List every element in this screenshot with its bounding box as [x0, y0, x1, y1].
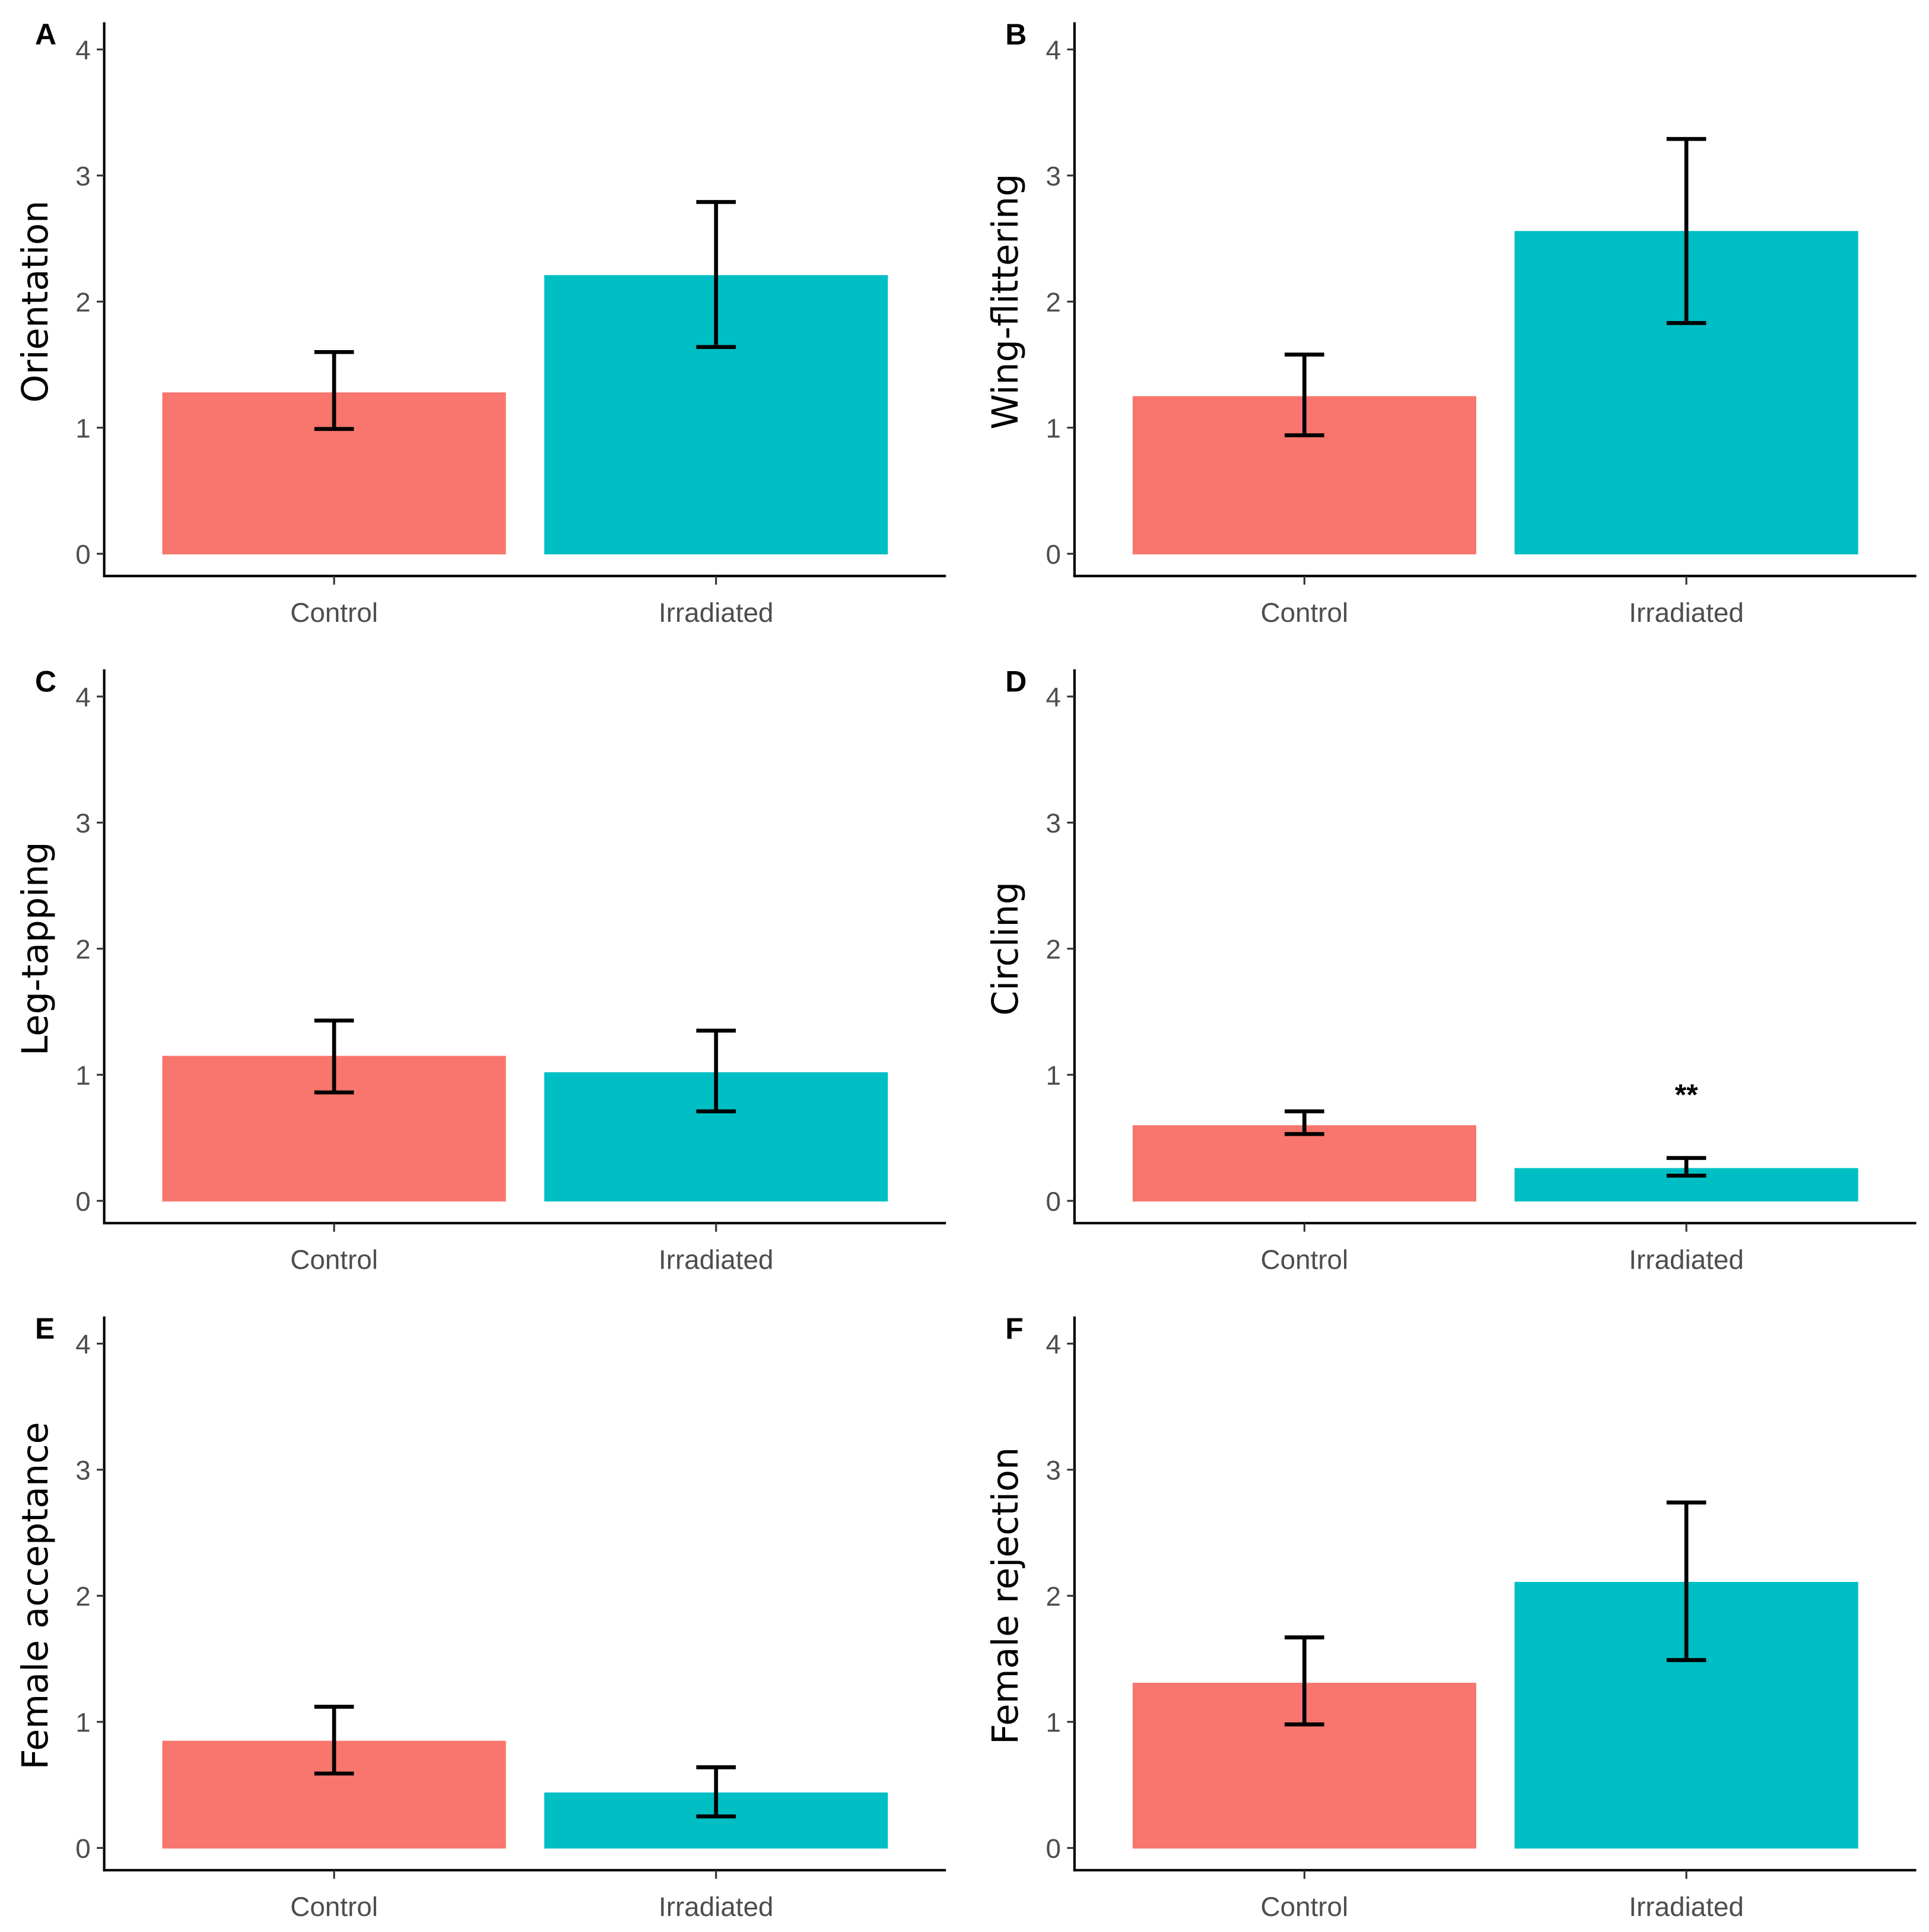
y-axis-title: Female acceptance — [15, 1422, 56, 1769]
y-tick-label: 4 — [75, 1329, 90, 1359]
x-tick-label: Control — [1261, 1244, 1349, 1275]
x-tick-label: Control — [1261, 598, 1349, 628]
error-bar-irradiated — [1666, 1156, 1706, 1178]
y-tick-label: 0 — [1046, 539, 1061, 570]
y-tick-label: 2 — [75, 1581, 90, 1612]
x-tick-label: Control — [290, 1892, 378, 1922]
y-tick-label: 1 — [75, 1060, 90, 1091]
x-tick-label: Control — [1261, 1892, 1349, 1922]
panel-label: D — [1005, 665, 1027, 698]
y-tick-label: 0 — [1046, 1186, 1061, 1216]
y-tick-label: 0 — [75, 1834, 90, 1864]
error-bar-irradiated — [1666, 1500, 1706, 1663]
y-axis-title: Orientation — [15, 201, 56, 403]
y-tick-label: 3 — [1046, 1456, 1061, 1486]
y-tick-label: 2 — [1046, 1581, 1061, 1612]
y-tick-label: 1 — [1046, 1060, 1061, 1091]
y-tick-label: 3 — [75, 1456, 90, 1486]
y-tick-label: 1 — [1046, 413, 1061, 443]
error-bar-irradiated — [696, 1028, 736, 1114]
panel-label: C — [35, 665, 56, 698]
y-tick-label: 1 — [1046, 1708, 1061, 1738]
panel-label: A — [35, 18, 56, 51]
panel-label: E — [35, 1312, 55, 1345]
error-bar-irradiated — [696, 1765, 736, 1819]
panel-d: 0 1 2 3 4 Control Irradiated Circling D ** — [985, 665, 1917, 1275]
y-tick-label: 2 — [1046, 287, 1061, 317]
error-bar-control — [314, 349, 354, 431]
y-tick-label: 2 — [75, 287, 90, 317]
x-tick-label: Irradiated — [659, 1244, 774, 1275]
error-bar-control — [314, 1705, 354, 1776]
panel-b: 0 1 2 3 4 Control Irradiated Wing-flittering B — [985, 18, 1917, 628]
y-tick-label: 3 — [1046, 808, 1061, 838]
panel-e: 0 1 2 3 4 Control Irradiated Female acceptance E — [15, 1312, 946, 1922]
x-tick-label: Control — [290, 1244, 378, 1275]
error-bar-control — [314, 1018, 354, 1095]
x-tick-label: Irradiated — [659, 1892, 774, 1922]
x-tick-label: Irradiated — [1629, 1244, 1744, 1275]
y-tick-label: 4 — [1046, 1329, 1061, 1359]
x-tick-label: Irradiated — [1629, 598, 1744, 628]
y-tick-label: 3 — [75, 808, 90, 838]
y-tick-label: 2 — [1046, 935, 1061, 965]
y-tick-label: 4 — [75, 682, 90, 713]
y-axis-title: Female rejection — [985, 1447, 1027, 1744]
panel-label: B — [1005, 18, 1027, 51]
error-bar-control — [1285, 1109, 1324, 1136]
significance-annotation: ** — [1675, 1078, 1698, 1111]
y-tick-label: 3 — [1046, 161, 1061, 191]
y-tick-label: 4 — [1046, 35, 1061, 65]
y-axis-title: Circling — [985, 882, 1027, 1016]
panel-a: 0 1 2 3 4 Control Irradiated Orientation A — [15, 18, 946, 628]
y-axis-title: Wing-flittering — [985, 174, 1027, 430]
y-tick-label: 4 — [1046, 682, 1061, 713]
error-bar-control — [1285, 352, 1324, 437]
error-bar-irradiated — [696, 200, 736, 349]
y-tick-label: 3 — [75, 161, 90, 191]
y-tick-label: 1 — [75, 1708, 90, 1738]
y-tick-label: 1 — [75, 413, 90, 443]
y-axis-title: Leg-tapping — [15, 841, 56, 1056]
y-tick-label: 2 — [75, 935, 90, 965]
error-bar-control — [1285, 1635, 1324, 1727]
y-tick-label: 0 — [1046, 1834, 1061, 1864]
y-tick-label: 0 — [75, 1186, 90, 1216]
panel-label: F — [1005, 1312, 1024, 1345]
x-tick-label: Control — [290, 598, 378, 628]
y-tick-label: 0 — [75, 539, 90, 570]
bar-control — [1132, 1125, 1476, 1202]
error-bar-irradiated — [1666, 136, 1706, 325]
x-tick-label: Irradiated — [659, 598, 774, 628]
x-tick-label: Irradiated — [1629, 1892, 1744, 1922]
y-tick-label: 4 — [75, 35, 90, 65]
panel-c: 0 1 2 3 4 Control Irradiated Leg-tapping C — [15, 665, 946, 1275]
panel-f: 0 1 2 3 4 Control Irradiated Female rejection F — [985, 1312, 1917, 1922]
